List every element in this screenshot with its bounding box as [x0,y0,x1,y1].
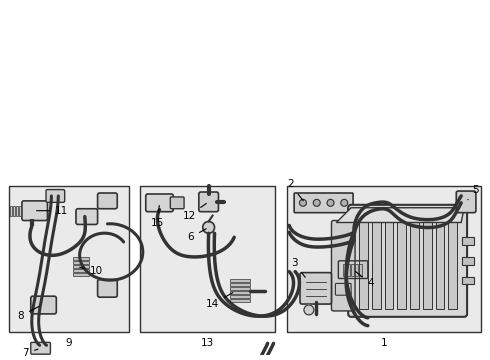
Bar [13,206,15,216]
Bar [436,213,444,309]
Bar [230,283,250,286]
Text: 12: 12 [182,203,206,221]
Bar [230,295,250,298]
Bar [359,264,362,275]
Text: 9: 9 [66,338,73,348]
FancyBboxPatch shape [171,197,184,209]
Text: 7: 7 [23,348,38,358]
Circle shape [203,221,215,233]
FancyBboxPatch shape [98,279,117,297]
Bar [230,291,250,294]
Bar [9,186,129,332]
FancyBboxPatch shape [456,191,476,213]
FancyBboxPatch shape [300,273,331,304]
Bar [410,213,419,309]
Bar [73,265,89,268]
Text: 5: 5 [468,185,479,200]
Bar [359,213,368,309]
FancyBboxPatch shape [46,190,65,202]
Bar [230,299,250,302]
Bar [351,264,354,275]
Bar [462,237,474,245]
Text: 6: 6 [188,229,206,242]
Text: 4: 4 [355,271,374,288]
Bar [73,261,89,264]
Text: 14: 14 [206,293,233,309]
Bar [385,213,393,309]
FancyBboxPatch shape [146,194,173,212]
Circle shape [299,199,306,206]
FancyBboxPatch shape [22,201,48,221]
FancyBboxPatch shape [336,283,351,295]
FancyBboxPatch shape [31,342,50,354]
Bar [423,213,432,309]
Polygon shape [337,208,464,222]
Text: 15: 15 [151,206,164,229]
Circle shape [327,199,334,206]
Bar [448,213,457,309]
Bar [140,186,275,332]
Bar [347,264,350,275]
Text: 8: 8 [18,306,39,321]
Text: 2: 2 [287,179,303,201]
FancyBboxPatch shape [31,296,56,314]
Text: 13: 13 [201,338,214,348]
Circle shape [341,199,348,206]
Bar [355,264,358,275]
Text: 11: 11 [37,206,68,216]
FancyBboxPatch shape [199,192,219,212]
Bar [462,257,474,265]
Text: 10: 10 [80,266,103,276]
Text: 3: 3 [291,258,305,277]
FancyBboxPatch shape [98,193,117,209]
FancyBboxPatch shape [76,209,98,224]
Bar [343,264,346,275]
Bar [10,206,12,216]
Bar [73,273,89,275]
Bar [73,269,89,272]
Bar [287,186,481,332]
Text: 1: 1 [381,338,388,348]
Bar [73,257,89,260]
Bar [397,213,406,309]
Bar [372,213,381,309]
FancyBboxPatch shape [348,205,467,317]
Circle shape [304,305,314,315]
Bar [16,206,18,216]
FancyBboxPatch shape [331,221,355,311]
Circle shape [313,199,320,206]
Bar [230,279,250,283]
Bar [19,206,21,216]
Bar [230,287,250,290]
FancyBboxPatch shape [294,193,353,213]
Bar [462,276,474,284]
